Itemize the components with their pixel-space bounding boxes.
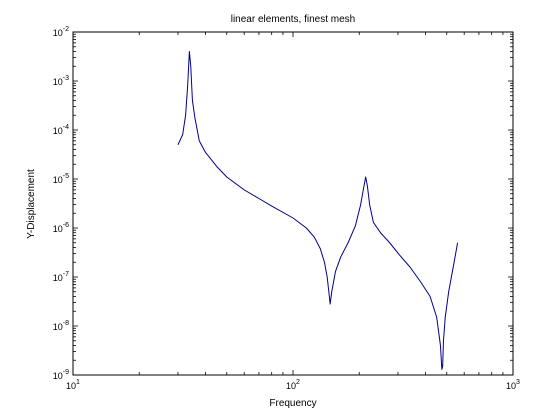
axis-ticks (72, 31, 514, 376)
y-tick-label: 10-3 (53, 75, 69, 87)
x-tick-label: 103 (506, 379, 520, 391)
plot-area-frame (72, 31, 514, 376)
y-tick-label: 10-8 (53, 320, 69, 332)
chart-title: linear elements, finest mesh (231, 14, 356, 25)
y-tick-label: 10-7 (53, 271, 69, 283)
y-tick-label: 10-4 (53, 124, 69, 136)
y-tick-label: 10-6 (53, 222, 69, 234)
y-tick-label: 10-5 (53, 173, 69, 185)
y-tick-label: 10-9 (53, 369, 69, 381)
axis-tick-labels: 101 102 103 10-9 10-8 10-7 10-6 10-5 10-4 10-3 10-… (53, 26, 520, 391)
series-line (177, 51, 459, 370)
y-tick-label: 10-2 (53, 26, 69, 38)
x-tick-label: 101 (66, 379, 80, 391)
x-tick-label: 102 (286, 379, 300, 391)
series-layer (177, 51, 459, 370)
x-axis-label: Frequency (269, 398, 316, 409)
y-axis-label: Y-Displacement (26, 169, 37, 239)
